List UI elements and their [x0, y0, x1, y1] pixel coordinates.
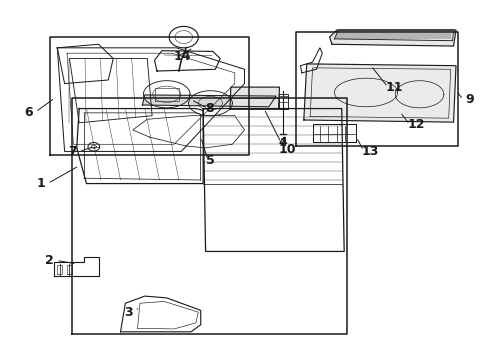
Text: 8: 8 — [205, 102, 214, 115]
Text: 10: 10 — [278, 143, 295, 156]
Polygon shape — [229, 87, 279, 109]
Text: 4: 4 — [278, 136, 286, 149]
Text: 5: 5 — [205, 154, 214, 167]
Polygon shape — [303, 64, 455, 122]
Text: 1: 1 — [36, 177, 45, 190]
Text: 12: 12 — [407, 118, 424, 131]
Text: 2: 2 — [45, 254, 54, 267]
Text: 6: 6 — [24, 105, 33, 119]
Text: 11: 11 — [385, 81, 402, 94]
Text: 9: 9 — [465, 93, 473, 106]
Polygon shape — [329, 30, 455, 46]
Polygon shape — [142, 95, 276, 107]
Text: 7: 7 — [68, 145, 77, 158]
Text: 14: 14 — [174, 50, 191, 63]
Text: 3: 3 — [124, 306, 132, 319]
Text: 13: 13 — [361, 145, 378, 158]
